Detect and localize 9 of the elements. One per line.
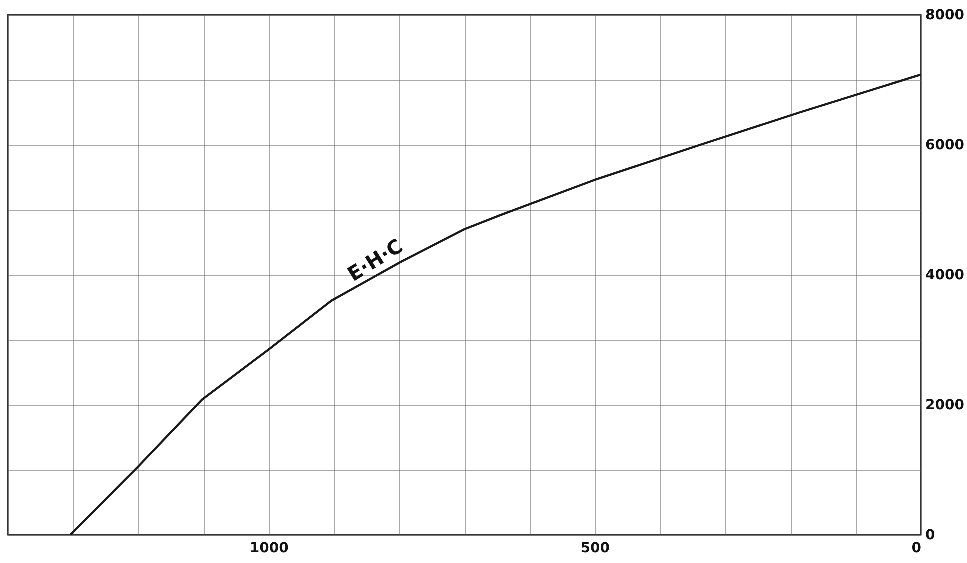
x-tick-label: 500 [580, 540, 610, 556]
y-tick-label: 8000 [926, 8, 965, 24]
line-series [70, 74, 922, 536]
y-tick-label: 2000 [926, 398, 965, 414]
y-tick-label: 4000 [926, 268, 965, 284]
y-tick-label: 6000 [926, 138, 965, 154]
y-tick-label: 0 [926, 528, 936, 544]
x-tick-label: 0 [912, 540, 922, 556]
x-tick-label: 1000 [250, 540, 290, 556]
